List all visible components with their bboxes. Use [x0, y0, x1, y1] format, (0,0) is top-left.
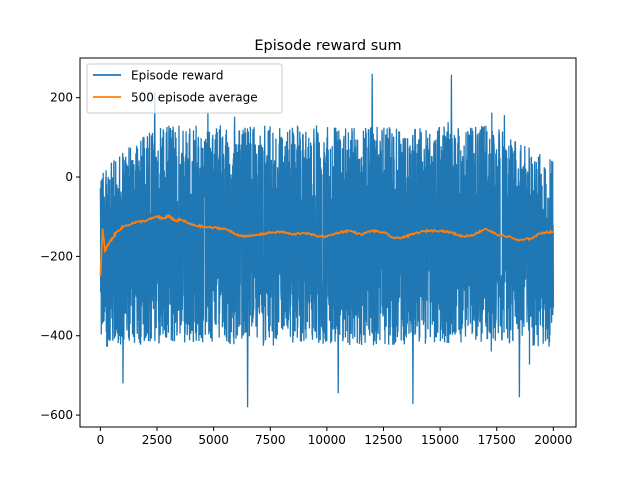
legend-box — [86, 63, 283, 114]
series-line-episode-reward — [99, 73, 555, 408]
legend: Episode reward 500 episode average — [86, 63, 283, 114]
x-tick-label: 0 — [97, 433, 105, 447]
x-tick-label: 17500 — [478, 433, 516, 447]
legend-label-episode-reward: Episode reward — [131, 69, 224, 83]
y-tick-label: −400 — [40, 329, 73, 343]
y-tick-label: −200 — [40, 249, 73, 263]
axes-frame — [79, 57, 577, 428]
legend-label-500-episode-average: 500 episode average — [131, 91, 258, 105]
y-tick-label: 0 — [65, 170, 73, 184]
x-tick-label: 2500 — [142, 433, 173, 447]
plot-area — [99, 73, 555, 408]
axes: 0 2500 5000 7500 10000 12500 15000 17500 20000 −6… — [40, 57, 577, 447]
x-tick-label: 7500 — [255, 433, 286, 447]
chart-title: Episode reward sum — [254, 38, 401, 54]
x-tick-label: 10000 — [308, 433, 346, 447]
y-tick-label: −600 — [40, 408, 73, 422]
x-tick-label: 5000 — [198, 433, 229, 447]
x-tick-label: 15000 — [421, 433, 459, 447]
series-line-500-episode-average — [99, 213, 554, 277]
x-tick-label: 12500 — [364, 433, 402, 447]
x-tick-label: 20000 — [534, 433, 572, 447]
y-tick-label: 200 — [50, 91, 73, 105]
